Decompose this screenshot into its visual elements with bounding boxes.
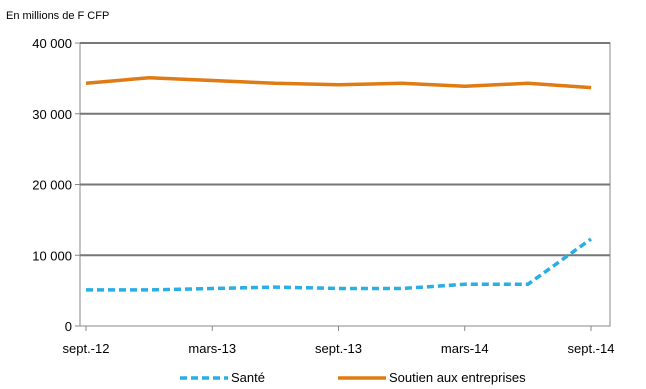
line-chart: 0 10 000 20 000 30 000 40 000 sept.-12 mars-1… xyxy=(32,36,615,356)
series-line-1 xyxy=(85,75,592,90)
x-tick-label: mars-13 xyxy=(188,341,236,356)
x-tick-label: sept.-14 xyxy=(568,341,615,356)
y-tick-label: 0 xyxy=(65,319,72,334)
legend-label: Soutien aux entreprises xyxy=(389,370,526,385)
legend-item-1: Soutien aux entreprises xyxy=(338,370,526,385)
legend-item-0: Santé xyxy=(180,370,265,385)
x-axis: sept.-12 mars-13 sept.-13 mars-14 sept.-14 xyxy=(63,325,615,356)
legend-swatch xyxy=(180,375,228,380)
x-tick-label: mars-14 xyxy=(441,341,489,356)
legend-swatch xyxy=(338,375,386,380)
y-tick-label: 10 000 xyxy=(32,248,72,263)
legend-label: Santé xyxy=(231,370,265,385)
unit-label: En millions de F CFP xyxy=(6,10,110,22)
y-axis-ticks: 0 10 000 20 000 30 000 40 000 xyxy=(32,36,80,334)
gridlines xyxy=(79,42,611,327)
x-tick-label: sept.-13 xyxy=(315,341,362,356)
y-tick-label: 40 000 xyxy=(32,36,72,51)
y-tick-label: 30 000 xyxy=(32,107,72,122)
legend: Santé Soutien aux entreprises xyxy=(0,370,646,388)
y-tick-label: 20 000 xyxy=(32,178,72,193)
series-lines xyxy=(85,75,593,292)
series-line-0 xyxy=(86,237,593,292)
x-tick-label: sept.-12 xyxy=(63,341,110,356)
